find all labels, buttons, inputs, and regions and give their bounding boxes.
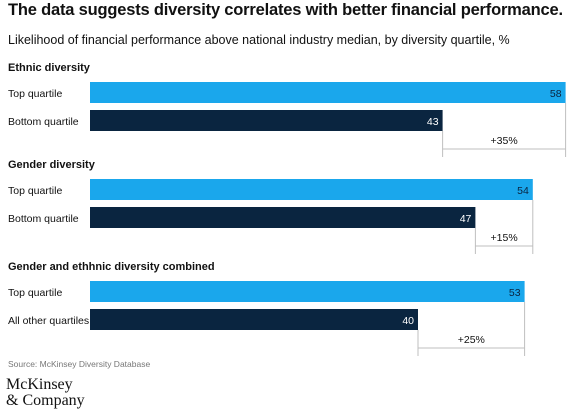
bar-label: Top quartile bbox=[8, 185, 62, 197]
logo-line-2: & Company bbox=[6, 392, 85, 409]
chart-subtitle: Likelihood of financial performance abov… bbox=[8, 33, 510, 47]
bar-label: Top quartile bbox=[8, 287, 62, 299]
bar-value-label: 54 bbox=[517, 185, 529, 197]
bar-value-label: 47 bbox=[460, 213, 472, 225]
group-heading: Ethnic diversity bbox=[8, 62, 91, 74]
bar-top-quartile bbox=[90, 281, 525, 302]
bar-value-label: 53 bbox=[509, 287, 521, 299]
group-heading: Gender and ethhnic diversity combined bbox=[8, 261, 215, 273]
bar-value-label: 43 bbox=[427, 116, 439, 128]
bar-label: All other quartiles bbox=[8, 315, 89, 327]
bar-label: Bottom quartile bbox=[8, 116, 79, 128]
bar-top-quartile bbox=[90, 179, 533, 200]
group-heading: Gender diversity bbox=[8, 159, 96, 171]
bar-value-label: 58 bbox=[550, 88, 562, 100]
bar-label: Bottom quartile bbox=[8, 213, 79, 225]
difference-label: +35% bbox=[491, 135, 518, 147]
bar-bottom-quartile bbox=[90, 207, 476, 228]
chart-title: The data suggests diversity correlates w… bbox=[8, 1, 563, 19]
bar-label: Top quartile bbox=[8, 88, 62, 100]
bar-value-label: 40 bbox=[402, 315, 414, 327]
mckinsey-logo: McKinsey & Company bbox=[6, 377, 85, 409]
bar-top-quartile bbox=[90, 82, 566, 103]
source-note: Source: McKinsey Diversity Database bbox=[8, 359, 151, 369]
logo-line-1: McKinsey bbox=[6, 376, 73, 393]
bar-bottom-quartile bbox=[90, 309, 418, 330]
bar-bottom-quartile bbox=[90, 110, 443, 131]
difference-label: +15% bbox=[491, 232, 518, 244]
difference-label: +25% bbox=[458, 334, 485, 346]
